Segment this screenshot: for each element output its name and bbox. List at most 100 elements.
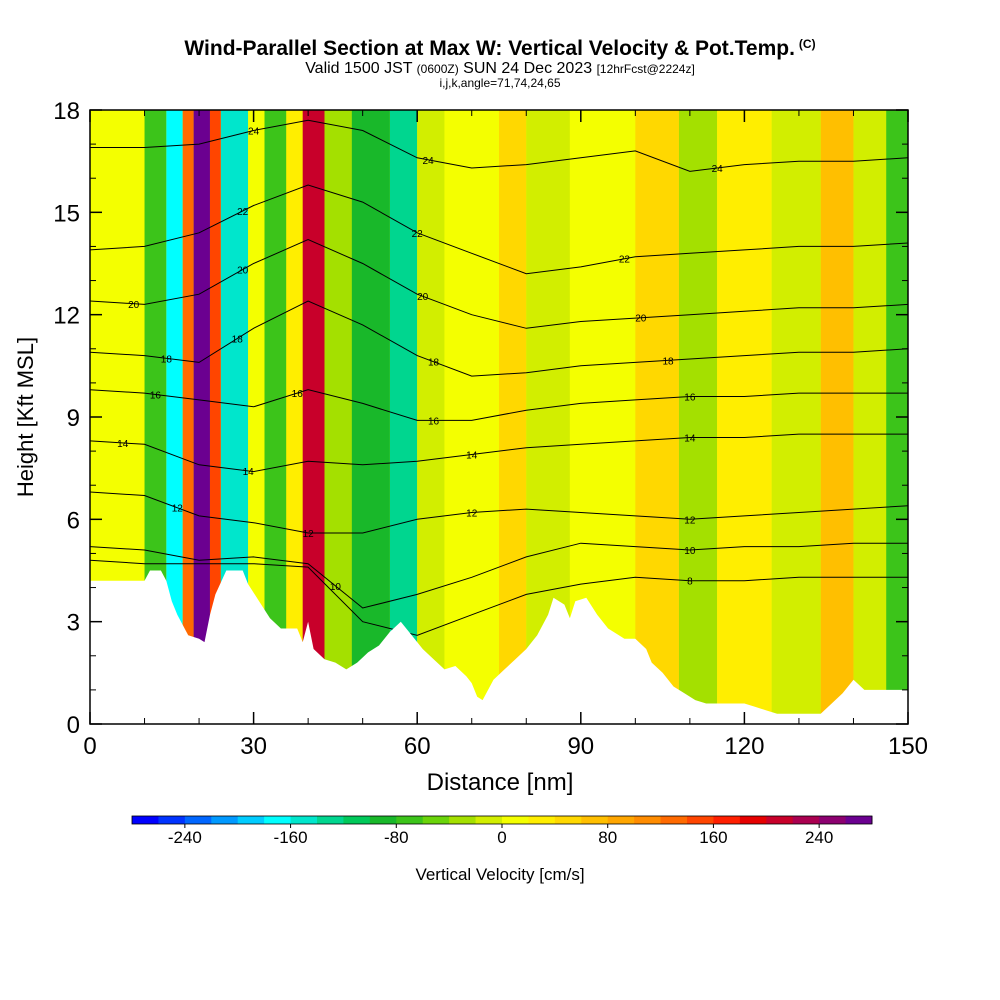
- y-axis-label: Height [Kft MSL]: [13, 337, 38, 497]
- velocity-band-14: [417, 110, 445, 724]
- contour-label-22-2: 22: [619, 255, 631, 266]
- contour-label-24-0: 24: [248, 126, 260, 137]
- theta-contour-12: [90, 491, 908, 534]
- velocity-band-20: [678, 110, 718, 724]
- y-tick-label-4: 12: [53, 303, 80, 330]
- theta-contour-20: [90, 239, 908, 329]
- contour-label-10-0: 10: [330, 582, 342, 593]
- colorbar-swatch-9: [369, 816, 397, 824]
- velocity-band-3: [182, 110, 194, 724]
- velocity-band-11: [324, 110, 352, 724]
- colorbar-swatch-13: [475, 816, 503, 824]
- theta-contours: 24 24 24 22 22 22 20 20 20 20 18 18 18 18 16 16 16 16 14 14…: [90, 119, 908, 636]
- chart-subtitle: Valid 1500 JST (0600Z) SUN 24 Dec 2023 […: [0, 60, 1000, 78]
- colorbar-swatch-21: [687, 816, 714, 824]
- theta-contour-22: [90, 184, 908, 275]
- colorbar-swatch-17: [581, 816, 609, 824]
- contour-label-10-1: 10: [684, 546, 696, 557]
- contour-label-14-0: 14: [117, 439, 129, 450]
- x-tick-label-2: 60: [404, 733, 431, 760]
- velocity-band-7: [248, 110, 265, 724]
- colorbar-swatch-0: [132, 816, 159, 824]
- colorbar-swatch-1: [158, 816, 186, 824]
- valid-time: Valid 1500 JST: [305, 60, 413, 77]
- theta-contour-14: [90, 433, 908, 473]
- contour-label-16-2: 16: [428, 416, 440, 427]
- x-tick-label-3: 90: [567, 733, 594, 760]
- valid-date: SUN 24 Dec 2023: [463, 60, 593, 77]
- colorbar-swatch-4: [237, 816, 265, 824]
- colorbar-swatch-15: [528, 816, 556, 824]
- colorbar-swatch-16: [554, 816, 582, 824]
- contour-label-24-2: 24: [712, 164, 724, 175]
- x-tick-label-0: 0: [83, 733, 96, 760]
- chart-title-text: Wind-Parallel Section at Max W: Vertical…: [184, 37, 795, 60]
- colorbar-swatch-3: [211, 816, 239, 824]
- colorbar-tick-label-2: -80: [384, 828, 409, 847]
- x-tick-label-5: 150: [888, 733, 928, 760]
- y-tick-label-2: 6: [67, 507, 80, 534]
- velocity-band-8: [264, 110, 287, 724]
- colorbar-swatch-19: [634, 816, 662, 824]
- colorbar-swatch-10: [396, 816, 424, 824]
- theta-contour-16: [90, 389, 908, 421]
- chart-title-note: (C): [798, 37, 816, 51]
- colorbar-swatch-2: [184, 816, 212, 824]
- contour-label-12-3: 12: [684, 515, 696, 526]
- velocity-band-10: [302, 110, 325, 724]
- contour-label-20-3: 20: [635, 314, 647, 325]
- colorbar-tick-label-3: 0: [497, 828, 506, 847]
- y-tick-label-3: 9: [67, 405, 80, 432]
- velocity-band-12: [351, 110, 390, 724]
- contour-label-20-2: 20: [417, 292, 429, 303]
- colorbar-swatch-27: [845, 816, 873, 824]
- velocity-band-13: [389, 110, 418, 724]
- colorbar-swatch-20: [660, 816, 688, 824]
- contour-label-20-0: 20: [128, 300, 140, 311]
- colorbar-swatch-23: [739, 816, 767, 824]
- contour-label-22-1: 22: [412, 229, 424, 240]
- colorbar-tick-label-5: 160: [699, 828, 727, 847]
- contour-label-14-1: 14: [243, 467, 255, 478]
- colorbar-label: Vertical Velocity [cm/s]: [415, 865, 584, 884]
- colorbar-swatch-8: [343, 816, 371, 824]
- grid-indices: i,j,k,angle=71,74,24,65: [439, 76, 561, 90]
- y-tick-label-5: 15: [53, 200, 80, 227]
- contour-label-16-1: 16: [292, 389, 304, 400]
- velocity-band-5: [209, 110, 221, 724]
- colorbar-swatch-6: [290, 816, 318, 824]
- theta-contour-8: [90, 559, 908, 636]
- colorbar-tick-label-4: 80: [598, 828, 617, 847]
- colorbar-swatch-5: [264, 816, 292, 824]
- theta-contour-18: [90, 300, 908, 377]
- terrain-mask: [90, 570, 908, 724]
- terrain: [90, 570, 908, 724]
- colorbar-swatch-26: [819, 816, 847, 824]
- contour-label-12-1: 12: [303, 529, 315, 540]
- colorbar: -240 -160 -80 0 80 160 240: [131, 815, 873, 847]
- velocity-band-24: [853, 110, 887, 724]
- colorbar-swatch-12: [449, 816, 477, 824]
- valid-utc: (0600Z): [416, 62, 459, 76]
- velocity-band-19: [635, 110, 679, 724]
- x-tick-label-4: 120: [724, 733, 764, 760]
- contour-label-20-1: 20: [237, 266, 249, 277]
- axes: 0 30 60 90 120 150 0 3 6 9 12 15 18: [53, 98, 928, 760]
- contour-label-8-0: 8: [687, 577, 693, 588]
- colorbar-tick-label-0: -240: [168, 828, 202, 847]
- colorbar-tick-label-1: -160: [274, 828, 308, 847]
- contour-label-18-3: 18: [662, 356, 674, 367]
- contour-label-22-0: 22: [237, 207, 249, 218]
- forecast-info: [12hrFcst@2224z]: [596, 62, 695, 76]
- velocity-band-22: [771, 110, 821, 724]
- colorbar-swatch-7: [317, 816, 344, 824]
- colorbar-swatch-18: [607, 816, 635, 824]
- contour-label-12-2: 12: [466, 509, 478, 520]
- x-axis-label: Distance [nm]: [427, 769, 574, 796]
- colorbar-swatch-14: [502, 816, 529, 824]
- colorbar-tick-label-6: 240: [805, 828, 833, 847]
- theta-contour-24: [90, 119, 908, 172]
- y-tick-label-1: 3: [67, 610, 80, 637]
- contour-label-16-0: 16: [150, 390, 162, 401]
